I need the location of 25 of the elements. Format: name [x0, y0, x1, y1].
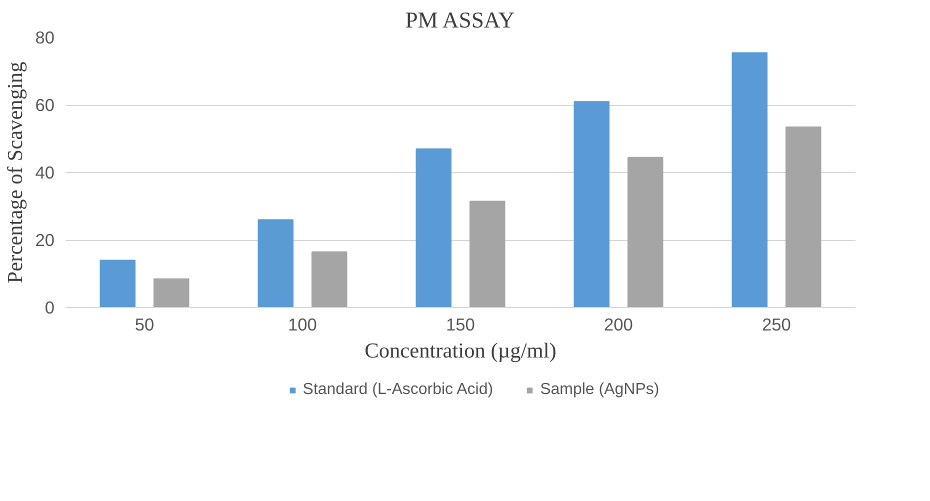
x-tick-label: 50: [134, 314, 154, 334]
bar: [311, 251, 348, 308]
x-tick-label: 250: [762, 314, 791, 334]
legend-label: Standard (L-Ascorbic Acid): [302, 381, 494, 399]
bar: [574, 101, 610, 308]
y-axis-title: Percentage of Scavenging: [3, 61, 28, 284]
y-tick-label: 20: [35, 230, 55, 250]
y-tick-label: 60: [35, 95, 55, 115]
x-tick-label: 150: [446, 314, 475, 334]
legend-label: Sample (AgNPs): [540, 381, 660, 399]
y-tick-label: 80: [35, 28, 55, 48]
bar: [469, 200, 506, 308]
bar: [732, 52, 768, 308]
bar: [416, 148, 452, 308]
bar: [627, 156, 664, 308]
y-tick-label: 40: [35, 162, 55, 182]
chart-title: PM ASSAY: [405, 8, 515, 32]
bar: [258, 219, 294, 308]
x-axis-title: Concentration (µg/ml): [364, 338, 556, 362]
y-tick-label: 0: [44, 298, 55, 318]
bar: [785, 126, 822, 308]
x-tick-label: 100: [288, 314, 317, 334]
bar: [100, 260, 136, 308]
bar: [153, 278, 190, 308]
x-tick-label: 200: [604, 314, 633, 334]
